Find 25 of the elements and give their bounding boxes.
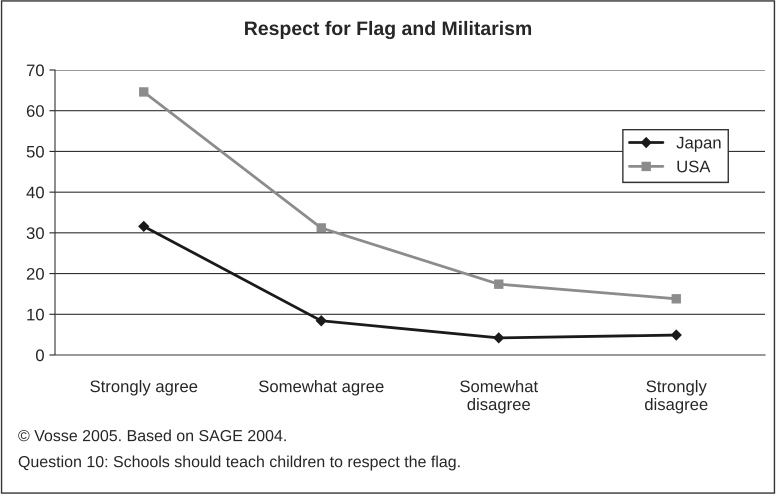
y-tick-label: 50 (26, 146, 44, 158)
point (494, 279, 504, 289)
y-tick-label: 70 (26, 64, 44, 76)
legend-label: Japan (676, 136, 721, 152)
x-tick-label: Strongly agree (90, 380, 198, 396)
chart-title: Respect for Flag and Militarism (245, 20, 532, 40)
y-tick-label: 20 (26, 268, 44, 280)
legend-label: USA (677, 160, 710, 172)
text: Question 10: Schools should teach children to respect the flag. (18, 456, 460, 470)
point (138, 220, 150, 232)
y-tick-label: 30 (26, 227, 44, 240)
text: © Vosse 2005. Based on SAGE 2004. (18, 430, 286, 442)
x-tick-label: Somewhat disagree (460, 380, 538, 414)
y-tick-label: 60 (26, 105, 44, 117)
y-tick-label: 40 (26, 186, 44, 198)
y-tick-label: 10 (27, 308, 44, 320)
point (316, 223, 326, 233)
point (316, 315, 327, 326)
point (493, 332, 504, 344)
point (139, 87, 148, 97)
point (670, 330, 682, 340)
x-tick-label: Strongly disagree (644, 380, 708, 414)
y-tick-label: 0 (36, 349, 44, 362)
point (672, 294, 681, 304)
x-tick-label: Somewhat agree (259, 380, 384, 396)
